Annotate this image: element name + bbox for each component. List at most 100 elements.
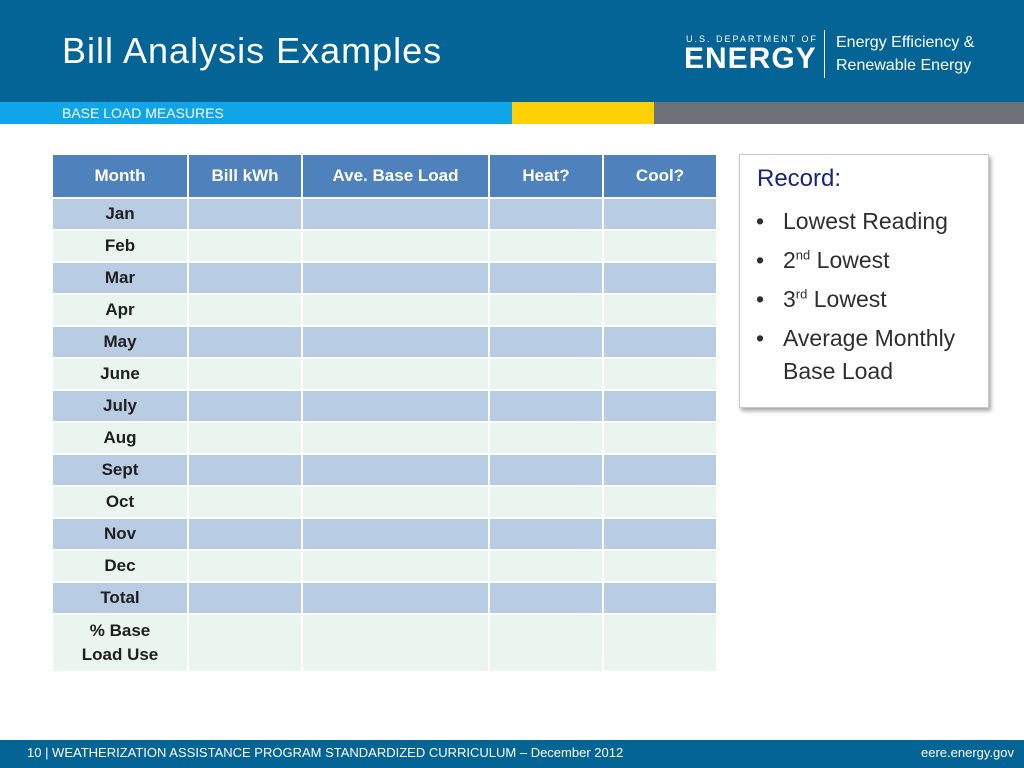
bullet-icon: • — [756, 247, 765, 273]
table-cell[interactable] — [602, 389, 718, 423]
table-cell[interactable] — [301, 197, 490, 231]
table-cell[interactable] — [187, 453, 303, 487]
doe-energy-logo: ENERGY — [684, 42, 817, 75]
table-cell[interactable] — [488, 197, 604, 231]
row-label: Oct — [51, 485, 189, 519]
table-cell[interactable] — [187, 421, 303, 455]
record-callout-box: Record: • Lowest Reading • 2nd Lowest • … — [739, 154, 989, 408]
table-cell[interactable] — [187, 581, 303, 615]
table-cell[interactable] — [602, 229, 718, 263]
row-label-line-2: Load Use — [81, 645, 159, 664]
table-cell[interactable] — [602, 485, 718, 519]
table-cell[interactable] — [602, 325, 718, 359]
table-cell[interactable] — [187, 325, 303, 359]
logo-divider — [824, 30, 825, 78]
table-cell[interactable] — [301, 613, 490, 673]
table-cell[interactable] — [488, 261, 604, 295]
eere-line-1: Energy Efficiency & — [836, 34, 975, 51]
table-cell[interactable] — [301, 229, 490, 263]
table-cell[interactable] — [488, 421, 604, 455]
table-cell[interactable] — [301, 325, 490, 359]
table-cell[interactable] — [301, 357, 490, 391]
row-label: May — [51, 325, 189, 359]
table-cell[interactable] — [602, 453, 718, 487]
table-cell[interactable] — [602, 293, 718, 327]
table-cell[interactable] — [488, 613, 604, 673]
table-cell[interactable] — [488, 517, 604, 551]
row-label: Total — [51, 581, 189, 615]
table-cell[interactable] — [301, 485, 490, 519]
table-cell[interactable] — [187, 293, 303, 327]
table-cell[interactable] — [602, 261, 718, 295]
row-label: Aug — [51, 421, 189, 455]
record-list: • Lowest Reading • 2nd Lowest • 3rd Lowe… — [756, 205, 988, 394]
table-cell[interactable] — [187, 517, 303, 551]
table-cell[interactable] — [488, 549, 604, 583]
table-cell[interactable] — [301, 581, 490, 615]
table-cell[interactable] — [187, 197, 303, 231]
table-header-row: Month Bill kWh Ave. Base Load Heat? Cool… — [51, 153, 718, 199]
table-cell[interactable] — [602, 613, 718, 673]
bill-analysis-table: Month Bill kWh Ave. Base Load Heat? Cool… — [51, 153, 718, 673]
column-header-heat: Heat? — [488, 153, 604, 199]
table-cell[interactable] — [301, 293, 490, 327]
table-cell[interactable] — [602, 549, 718, 583]
table-cell[interactable] — [602, 421, 718, 455]
table-cell[interactable] — [187, 229, 303, 263]
row-label: Dec — [51, 549, 189, 583]
list-item: • Lowest Reading — [756, 205, 988, 238]
bullet-icon: • — [756, 208, 765, 234]
table-row: Aug — [51, 421, 718, 455]
footer-text: 10 | WEATHERIZATION ASSISTANCE PROGRAM S… — [27, 745, 624, 760]
table-cell[interactable] — [488, 485, 604, 519]
table-cell[interactable] — [187, 389, 303, 423]
table-row-percent-base-load: % Base Load Use — [51, 613, 718, 673]
doe-department-text: U.S. DEPARTMENT OF — [686, 34, 819, 44]
bullet-icon: • — [756, 286, 765, 312]
table-cell[interactable] — [488, 453, 604, 487]
table-cell[interactable] — [301, 261, 490, 295]
table-cell[interactable] — [602, 357, 718, 391]
footer-url: eere.energy.gov — [921, 745, 1014, 760]
record-item-text-line-2: Base Load — [783, 358, 893, 384]
table-cell[interactable] — [488, 325, 604, 359]
record-item-text: Lowest Reading — [783, 208, 948, 234]
record-item-text: Lowest — [810, 247, 890, 273]
table-cell[interactable] — [602, 197, 718, 231]
table-cell[interactable] — [488, 229, 604, 263]
table-cell[interactable] — [301, 421, 490, 455]
table-row: June — [51, 357, 718, 391]
table-cell[interactable] — [187, 261, 303, 295]
list-item: • 2nd Lowest — [756, 244, 988, 277]
table-cell[interactable] — [187, 613, 303, 673]
table-cell[interactable] — [187, 357, 303, 391]
ordinal-suffix: rd — [795, 286, 808, 302]
table-cell[interactable] — [187, 549, 303, 583]
table-row: Oct — [51, 485, 718, 519]
record-item-text-line-1: Average Monthly — [783, 325, 956, 351]
table-cell[interactable] — [301, 517, 490, 551]
table-row: Mar — [51, 261, 718, 295]
bullet-icon: • — [756, 325, 765, 351]
table-cell[interactable] — [602, 517, 718, 551]
table-cell[interactable] — [488, 357, 604, 391]
subheader-band-gray — [654, 102, 1024, 124]
table-cell[interactable] — [602, 581, 718, 615]
row-label: Feb — [51, 229, 189, 263]
ordinal-suffix: nd — [795, 247, 811, 263]
row-label: Nov — [51, 517, 189, 551]
table-cell[interactable] — [187, 485, 303, 519]
row-label: July — [51, 389, 189, 423]
table-cell[interactable] — [488, 581, 604, 615]
table-cell[interactable] — [488, 389, 604, 423]
table-row: July — [51, 389, 718, 423]
column-header-month: Month — [51, 153, 189, 199]
table-cell[interactable] — [301, 549, 490, 583]
table-cell[interactable] — [301, 453, 490, 487]
record-title: Record: — [757, 165, 842, 192]
record-item-text: Lowest — [807, 286, 887, 312]
table-cell[interactable] — [301, 389, 490, 423]
subheader-title: BASE LOAD MEASURES — [62, 105, 224, 121]
table-cell[interactable] — [488, 293, 604, 327]
record-item-number: 3 — [783, 286, 796, 312]
